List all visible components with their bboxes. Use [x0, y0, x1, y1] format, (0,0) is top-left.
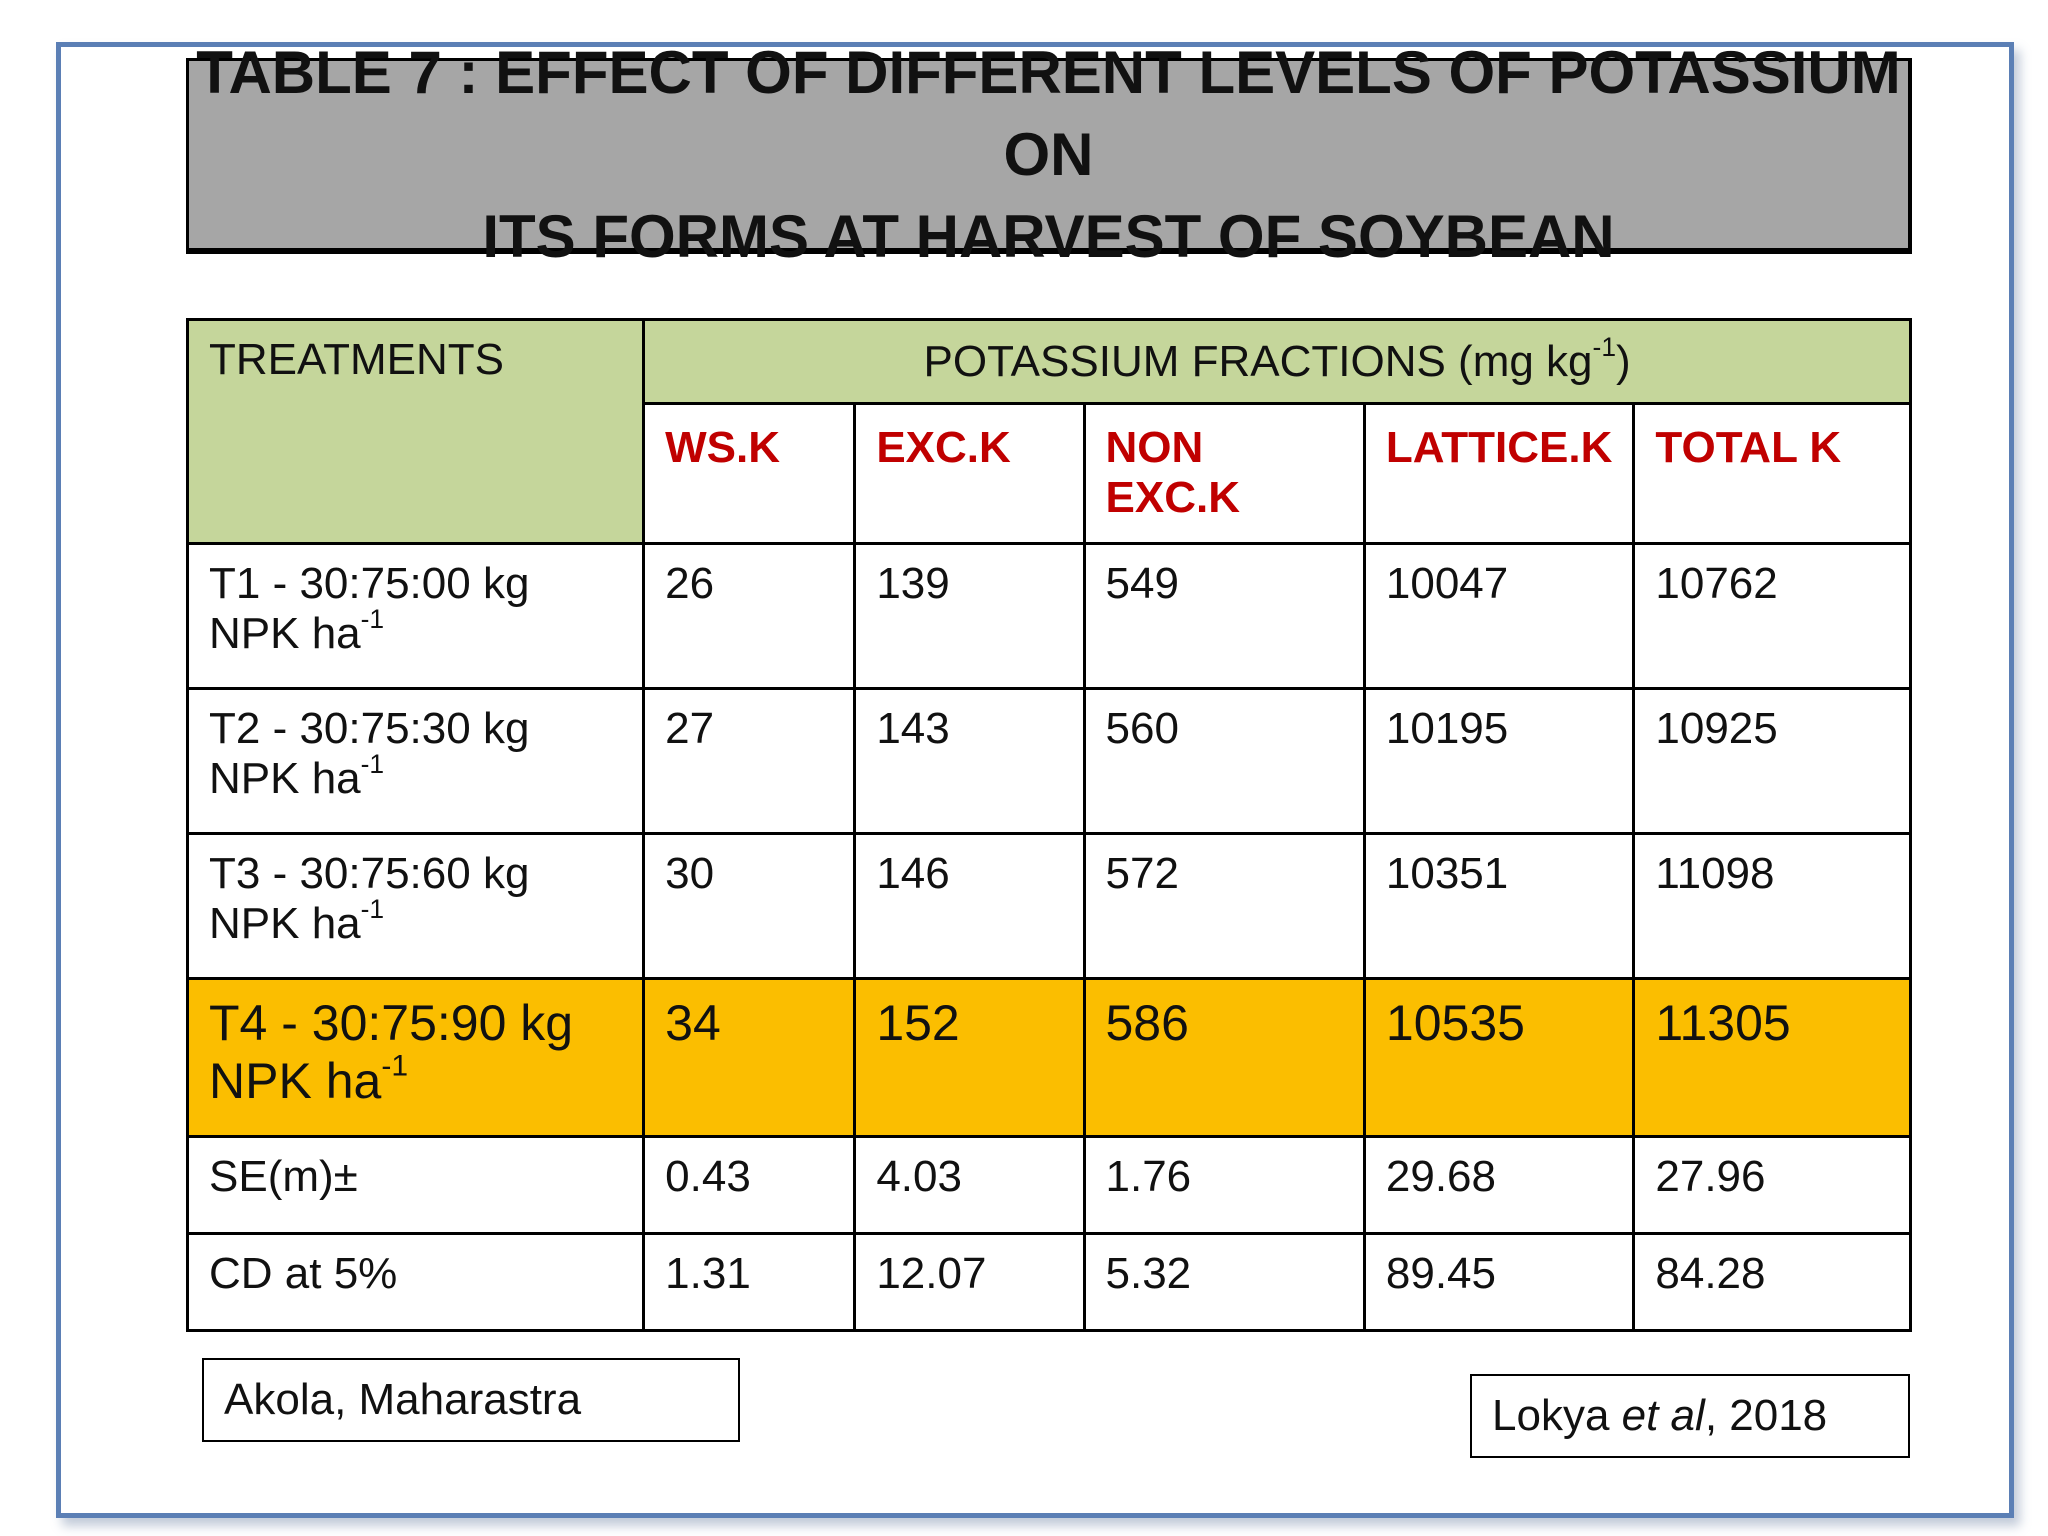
column-header-ws-k: WS.K	[642, 402, 857, 545]
value-cell: 11305	[1632, 977, 1912, 1138]
fractions-header-label: POTASSIUM FRACTIONS (mg kg	[923, 337, 1593, 386]
title-line-2: ITS FORMS AT HARVEST OF SOYBEAN	[482, 202, 1615, 270]
value-cell: 1.76	[1082, 1135, 1366, 1235]
table-row: T2 - 30:75:30 kg NPK ha-1 27 143 560 1019…	[185, 687, 1912, 835]
value-cell: 10925	[1632, 687, 1912, 835]
value-cell: 89.45	[1362, 1232, 1636, 1332]
value-cell: 10351	[1362, 832, 1636, 980]
treatment-sup: -1	[360, 604, 385, 635]
stat-label: CD at 5%	[185, 1232, 646, 1332]
treatment-sup: -1	[360, 894, 385, 925]
value-cell: 10195	[1362, 687, 1636, 835]
title-line-1: TABLE 7 : EFFECT OF DIFFERENT LEVELS OF …	[196, 38, 1901, 188]
citation-author: Lokya	[1492, 1391, 1622, 1440]
treatment-line-1: T3 - 30:75:60 kg	[209, 849, 530, 898]
value-cell: 0.43	[642, 1135, 857, 1235]
column-header-total-k: TOTAL K	[1632, 402, 1912, 545]
value-cell: 26	[642, 542, 857, 690]
highlighted-table-row: T4 - 30:75:90 kg NPK ha-1 34 152 586 1053…	[185, 977, 1912, 1138]
treatment-line-1: T4 - 30:75:90 kg	[209, 995, 574, 1051]
treatment-cell: T1 - 30:75:00 kg NPK ha-1	[185, 542, 646, 690]
column-header-exc-k: EXC.K	[853, 402, 1086, 545]
treatments-header-label: TREATMENTS	[209, 335, 504, 384]
value-cell: 143	[853, 687, 1086, 835]
value-cell: 84.28	[1632, 1232, 1912, 1332]
stats-row: CD at 5% 1.31 12.07 5.32 89.45 84.28	[185, 1232, 1912, 1332]
treatment-sup: -1	[381, 1049, 409, 1083]
treatments-header: TREATMENTS	[185, 318, 646, 545]
table-title: TABLE 7 : EFFECT OF DIFFERENT LEVELS OF …	[186, 39, 1912, 270]
value-cell: 1.31	[642, 1232, 857, 1332]
treatment-cell: T2 - 30:75:30 kg NPK ha-1	[185, 687, 646, 835]
citation-et-al: et al	[1621, 1391, 1705, 1440]
value-cell: 572	[1082, 832, 1366, 980]
location-box: Akola, Maharastra	[202, 1358, 740, 1442]
value-cell: 146	[853, 832, 1086, 980]
treatment-line-2: NPK ha	[209, 609, 361, 658]
location-text: Akola, Maharastra	[224, 1375, 582, 1424]
value-cell: 12.07	[853, 1232, 1086, 1332]
value-cell: 549	[1082, 542, 1366, 690]
treatment-line-1: T2 - 30:75:30 kg	[209, 704, 530, 753]
value-cell: 10762	[1632, 542, 1912, 690]
potassium-table: TREATMENTS POTASSIUM FRACTIONS (mg kg-1)…	[185, 318, 1912, 1332]
value-cell: 30	[642, 832, 857, 980]
treatment-sup: -1	[360, 749, 385, 780]
treatment-line-2: NPK ha	[209, 899, 361, 948]
value-cell: 34	[642, 977, 857, 1138]
value-cell: 5.32	[1082, 1232, 1366, 1332]
potassium-fractions-header: POTASSIUM FRACTIONS (mg kg-1)	[642, 318, 1912, 405]
fractions-header-close: )	[1616, 337, 1631, 386]
value-cell: 152	[853, 977, 1086, 1138]
citation-year: , 2018	[1704, 1391, 1828, 1440]
value-cell: 27	[642, 687, 857, 835]
value-cell: 560	[1082, 687, 1366, 835]
value-cell: 27.96	[1632, 1135, 1912, 1235]
treatment-cell: T4 - 30:75:90 kg NPK ha-1	[185, 977, 646, 1138]
value-cell: 4.03	[853, 1135, 1086, 1235]
value-cell: 139	[853, 542, 1086, 690]
value-cell: 10047	[1362, 542, 1636, 690]
fractions-header-unit-sup: -1	[1592, 332, 1616, 363]
citation-box: Lokya et al, 2018	[1470, 1374, 1910, 1458]
treatment-line-2: NPK ha	[209, 754, 361, 803]
stats-row: SE(m)± 0.43 4.03 1.76 29.68 27.96	[185, 1135, 1912, 1235]
treatment-line-1: T1 - 30:75:00 kg	[209, 559, 530, 608]
value-cell: 586	[1082, 977, 1366, 1138]
value-cell: 29.68	[1362, 1135, 1636, 1235]
treatment-line-2: NPK ha	[209, 1053, 382, 1109]
value-cell: 10535	[1362, 977, 1636, 1138]
stat-label: SE(m)±	[185, 1135, 646, 1235]
column-header-non-exc-k: NON EXC.K	[1082, 402, 1366, 545]
table-row: T3 - 30:75:60 kg NPK ha-1 30 146 572 1035…	[185, 832, 1912, 980]
column-header-lattice-k: LATTICE.K	[1362, 402, 1636, 545]
value-cell: 11098	[1632, 832, 1912, 980]
treatment-cell: T3 - 30:75:60 kg NPK ha-1	[185, 832, 646, 980]
table-row: T1 - 30:75:00 kg NPK ha-1 26 139 549 1004…	[185, 542, 1912, 690]
